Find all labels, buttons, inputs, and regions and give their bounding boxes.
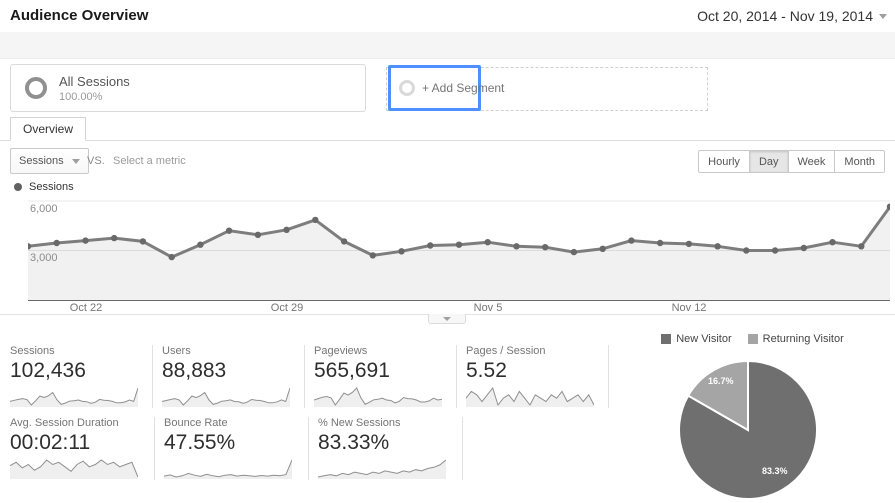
metric-select-value: Sessions	[19, 155, 64, 167]
sparkline-bounce-rate	[164, 459, 292, 479]
select-metric-placeholder[interactable]: Select a metric	[113, 155, 186, 167]
segment-label: All Sessions	[59, 73, 130, 89]
metric-label: Users	[162, 345, 191, 357]
sessions-line-chart[interactable]: 6,000 3,000 Oct 22 Oct 29 Nov 5 Nov 12	[0, 196, 895, 314]
add-segment-button[interactable]: + Add Segment	[388, 65, 504, 111]
metric-card-bounce-rate[interactable]: Bounce Rate 47.55%	[155, 417, 309, 480]
chart-bottom-divider	[0, 314, 895, 324]
x-axis-tick: Oct 22	[69, 302, 103, 314]
segment-bar: All Sessions 100.00% + Add Segment	[0, 59, 895, 118]
chevron-down-icon	[443, 316, 451, 321]
metric-label: Avg. Session Duration	[10, 417, 119, 429]
granularity-hourly-button[interactable]: Hourly	[698, 150, 750, 173]
metric-value: 565,691	[314, 359, 390, 382]
metric-label: Bounce Rate	[164, 417, 228, 429]
sparkline-new-sessions	[318, 459, 446, 479]
pie-legend: New Visitor Returning Visitor	[620, 333, 885, 345]
date-range-text: Oct 20, 2014 - Nov 19, 2014	[697, 8, 873, 24]
sparkline-users	[162, 387, 290, 407]
series-dot-icon	[14, 183, 22, 191]
series-legend-label: Sessions	[29, 181, 74, 193]
metric-select-dropdown[interactable]: Sessions	[10, 148, 89, 174]
pie-slice-label-returning: 16.7%	[708, 376, 734, 386]
date-range-picker[interactable]: Oct 20, 2014 - Nov 19, 2014	[697, 8, 887, 24]
sparkline-pageviews	[314, 387, 442, 407]
metric-value: 5.52	[466, 359, 507, 382]
sparkline-pages-per-session	[466, 386, 594, 407]
x-axis-tick: Oct 29	[270, 302, 304, 314]
segment-ring-icon	[25, 77, 47, 99]
metric-card-new-sessions[interactable]: % New Sessions 83.33%	[309, 417, 463, 480]
expand-drawer-button[interactable]	[428, 314, 466, 324]
segment-drop-zone	[386, 67, 708, 111]
y-axis-tick: 3,000	[30, 252, 58, 264]
tab-bar: Overview	[0, 117, 895, 141]
pie-legend-label: Returning Visitor	[762, 333, 844, 345]
vs-label: VS.	[87, 155, 105, 167]
granularity-day-button[interactable]: Day	[749, 150, 789, 173]
metric-card-sessions[interactable]: Sessions 102,436	[10, 345, 153, 408]
tab-overview[interactable]: Overview	[10, 117, 87, 141]
chevron-down-icon	[879, 13, 887, 19]
metric-label: Sessions	[10, 345, 55, 357]
pie-legend-label: New Visitor	[676, 333, 732, 345]
pie-slice-label-new: 83.3%	[762, 466, 788, 476]
visitor-type-pie-chart[interactable]	[677, 359, 819, 501]
metric-value: 00:02:11	[10, 431, 91, 454]
x-axis-tick: Nov 5	[473, 302, 503, 314]
metric-label: Pages / Session	[466, 345, 546, 357]
pie-legend-item-returning-visitor: Returning Visitor	[747, 333, 844, 345]
segment-ring-icon	[399, 80, 415, 96]
metric-card-pageviews[interactable]: Pageviews 565,691	[305, 345, 457, 408]
metric-value: 102,436	[10, 359, 86, 382]
line-chart-canvas[interactable]	[28, 196, 890, 301]
chevron-down-icon	[71, 158, 80, 164]
pie-legend-item-new-visitor: New Visitor	[661, 333, 732, 345]
chart-toolbar: Sessions VS. Select a metric Hourly Day …	[0, 141, 895, 178]
legend-swatch-icon	[747, 334, 758, 344]
add-segment-label: + Add Segment	[422, 81, 505, 95]
legend-swatch-icon	[661, 334, 672, 344]
metric-card-users[interactable]: Users 88,883	[153, 345, 305, 408]
segment-percent: 100.00%	[59, 90, 103, 103]
sparkline-avg-session-duration	[10, 459, 138, 479]
x-axis-tick: Nov 12	[671, 302, 707, 314]
sparkline-sessions	[10, 387, 138, 407]
metric-label: % New Sessions	[318, 417, 401, 429]
y-axis-tick: 6,000	[30, 203, 58, 215]
metric-card-avg-session-duration[interactable]: Avg. Session Duration 00:02:11	[10, 417, 155, 480]
segment-all-sessions[interactable]: All Sessions 100.00%	[10, 64, 366, 112]
granularity-button-group: Hourly Day Week Month	[698, 150, 885, 173]
page-title: Audience Overview	[10, 7, 149, 24]
metric-card-pages-per-session[interactable]: Pages / Session 5.52	[457, 345, 609, 408]
metric-label: Pageviews	[314, 345, 368, 357]
summary-section: Sessions 102,436 Users 88,883 Pageviews …	[0, 324, 895, 503]
metric-cards: Sessions 102,436 Users 88,883 Pageviews …	[10, 324, 609, 503]
chart-legend: Sessions	[14, 181, 74, 193]
metric-value: 47.55%	[164, 431, 236, 454]
granularity-week-button[interactable]: Week	[788, 150, 836, 173]
metric-value: 88,883	[162, 359, 227, 382]
metric-value: 83.33%	[318, 431, 390, 454]
page-header: Audience Overview Oct 20, 2014 - Nov 19,…	[0, 0, 895, 32]
visitor-type-pie-panel: New Visitor Returning Visitor 16.7% 83.3…	[620, 324, 885, 503]
header-divider-band	[0, 32, 895, 59]
granularity-month-button[interactable]: Month	[835, 150, 885, 173]
